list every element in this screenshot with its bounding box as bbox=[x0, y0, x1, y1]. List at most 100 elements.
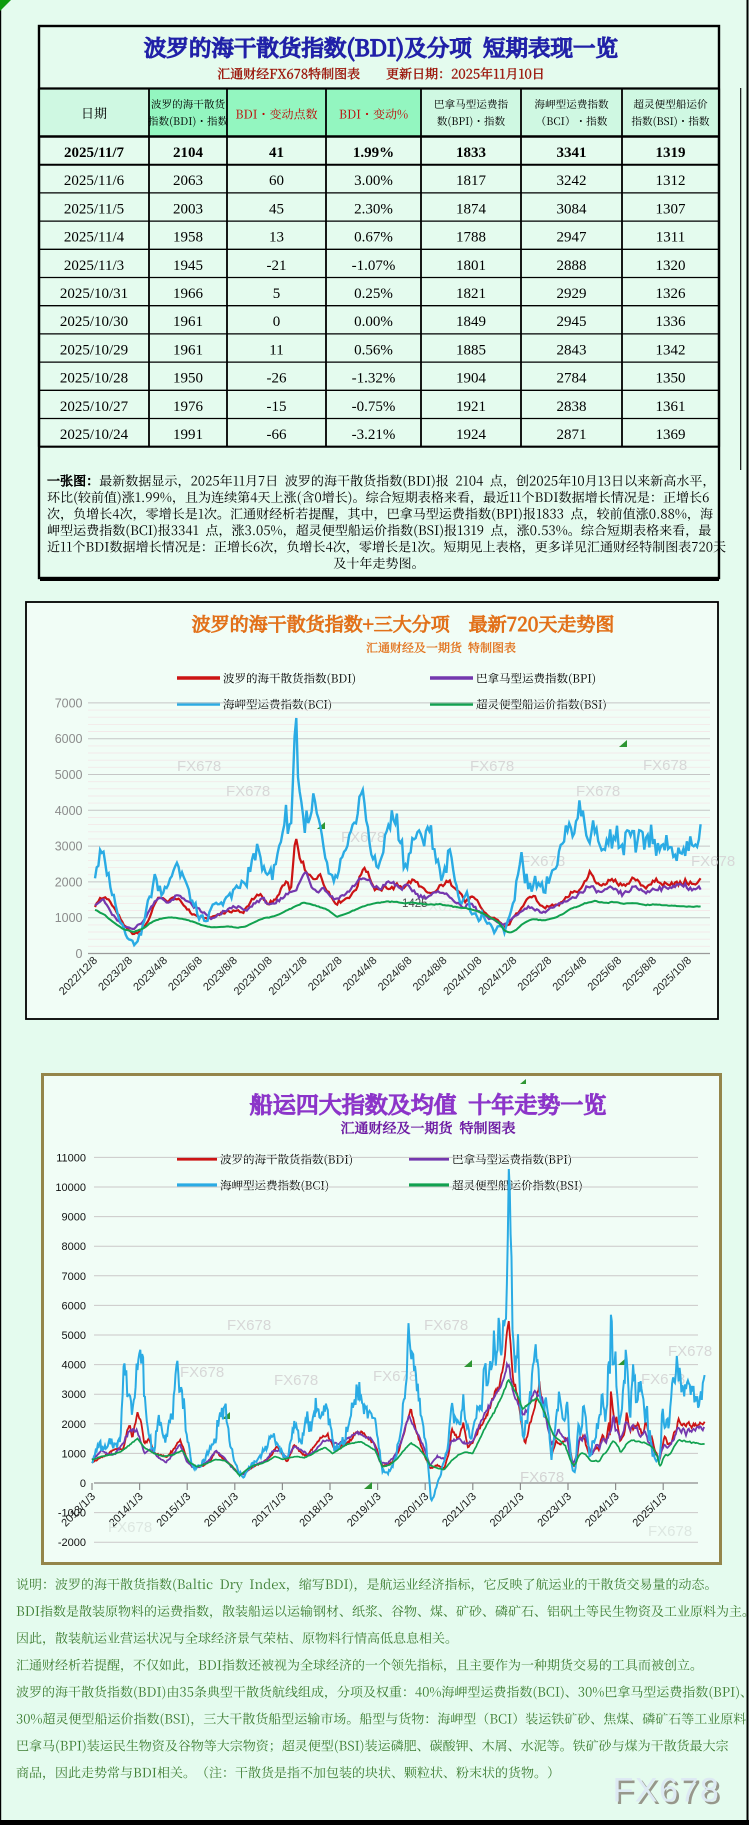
svg-text:1369: 1369 bbox=[656, 427, 686, 443]
svg-text:3.00%: 3.00% bbox=[354, 173, 393, 189]
svg-text:2063: 2063 bbox=[173, 173, 203, 189]
svg-text:1312: 1312 bbox=[656, 173, 686, 189]
svg-text:1000: 1000 bbox=[62, 1448, 86, 1460]
svg-text:FX678: FX678 bbox=[470, 758, 514, 775]
svg-text:1958: 1958 bbox=[173, 230, 203, 246]
svg-text:-66: -66 bbox=[267, 427, 287, 443]
svg-text:0: 0 bbox=[273, 314, 281, 330]
svg-text:1342: 1342 bbox=[656, 342, 686, 358]
svg-text:1885: 1885 bbox=[456, 342, 486, 358]
svg-text:1874: 1874 bbox=[456, 201, 487, 217]
svg-text:1801: 1801 bbox=[456, 258, 486, 274]
svg-text:2025/10/31: 2025/10/31 bbox=[60, 286, 128, 302]
svg-text:1821: 1821 bbox=[456, 286, 486, 302]
svg-text:FX678: FX678 bbox=[643, 757, 687, 774]
svg-text:7000: 7000 bbox=[55, 696, 83, 710]
svg-text:41: 41 bbox=[269, 145, 284, 161]
svg-text:6000: 6000 bbox=[55, 732, 83, 746]
svg-text:3000: 3000 bbox=[55, 840, 83, 854]
svg-text:2025/10/28: 2025/10/28 bbox=[60, 371, 128, 387]
svg-text:FX678: FX678 bbox=[615, 1774, 723, 1812]
svg-text:FX678: FX678 bbox=[520, 1469, 564, 1486]
svg-text:FX678: FX678 bbox=[373, 1368, 417, 1385]
svg-text:FX678: FX678 bbox=[424, 1317, 468, 1334]
svg-text:FX678: FX678 bbox=[274, 1372, 318, 1389]
svg-text:-1.32%: -1.32% bbox=[352, 371, 396, 387]
svg-text:1833: 1833 bbox=[456, 145, 486, 161]
svg-text:1924: 1924 bbox=[456, 427, 487, 443]
svg-text:1788: 1788 bbox=[456, 230, 486, 246]
svg-text:3084: 3084 bbox=[557, 201, 588, 217]
svg-text:1000: 1000 bbox=[55, 911, 83, 925]
svg-text:1849: 1849 bbox=[456, 314, 486, 330]
svg-text:4000: 4000 bbox=[55, 804, 83, 818]
svg-text:5: 5 bbox=[273, 286, 281, 302]
svg-text:1904: 1904 bbox=[456, 371, 487, 387]
svg-text:0.67%: 0.67% bbox=[354, 230, 393, 246]
svg-text:FX678: FX678 bbox=[641, 1371, 685, 1388]
svg-text:2929: 2929 bbox=[557, 286, 587, 302]
svg-text:13: 13 bbox=[269, 230, 284, 246]
svg-text:2843: 2843 bbox=[557, 342, 587, 358]
svg-text:FX678: FX678 bbox=[613, 1772, 721, 1810]
svg-text:2784: 2784 bbox=[557, 371, 588, 387]
svg-text:FX678: FX678 bbox=[341, 829, 385, 846]
svg-text:1950: 1950 bbox=[173, 371, 203, 387]
svg-text:-1000: -1000 bbox=[58, 1508, 86, 1520]
svg-text:FX678: FX678 bbox=[180, 1364, 224, 1381]
svg-text:0: 0 bbox=[80, 1478, 86, 1490]
svg-text:0.25%: 0.25% bbox=[354, 286, 393, 302]
svg-text:FX678: FX678 bbox=[177, 758, 221, 775]
svg-text:3000: 3000 bbox=[62, 1389, 86, 1401]
svg-text:2025/11/4: 2025/11/4 bbox=[64, 230, 125, 246]
svg-text:FX678: FX678 bbox=[668, 1343, 712, 1360]
svg-text:2888: 2888 bbox=[557, 258, 587, 274]
svg-text:1336: 1336 bbox=[656, 314, 687, 330]
svg-text:1320: 1320 bbox=[656, 258, 686, 274]
svg-text:11000: 11000 bbox=[56, 1152, 86, 1164]
svg-text:2947: 2947 bbox=[557, 230, 588, 246]
svg-text:-1.07%: -1.07% bbox=[352, 258, 396, 274]
svg-text:2025/10/27: 2025/10/27 bbox=[60, 399, 129, 415]
svg-text:1945: 1945 bbox=[173, 258, 203, 274]
svg-text:-3.21%: -3.21% bbox=[352, 427, 396, 443]
svg-text:-0.75%: -0.75% bbox=[352, 399, 396, 415]
svg-text:FX678: FX678 bbox=[108, 1519, 152, 1536]
svg-text:FX678: FX678 bbox=[521, 853, 565, 870]
svg-text:3242: 3242 bbox=[557, 173, 587, 189]
svg-text:2025/10/30: 2025/10/30 bbox=[60, 314, 128, 330]
svg-text:2003: 2003 bbox=[173, 201, 203, 217]
svg-text:0.00%: 0.00% bbox=[354, 314, 393, 330]
svg-text:6000: 6000 bbox=[62, 1300, 86, 1312]
svg-text:0.56%: 0.56% bbox=[354, 342, 393, 358]
svg-text:1966: 1966 bbox=[173, 286, 204, 302]
svg-text:0: 0 bbox=[76, 947, 83, 961]
svg-text:1991: 1991 bbox=[173, 427, 203, 443]
svg-text:1961: 1961 bbox=[173, 342, 203, 358]
svg-text:1326: 1326 bbox=[656, 286, 687, 302]
svg-text:1425: 1425 bbox=[402, 898, 428, 910]
svg-text:2025/10/24: 2025/10/24 bbox=[60, 427, 129, 443]
svg-text:11: 11 bbox=[269, 342, 283, 358]
svg-text:FX678: FX678 bbox=[691, 853, 735, 870]
svg-text:5000: 5000 bbox=[62, 1330, 86, 1342]
svg-text:1817: 1817 bbox=[456, 173, 487, 189]
svg-text:1361: 1361 bbox=[656, 399, 686, 415]
svg-text:2871: 2871 bbox=[557, 427, 587, 443]
svg-text:1.99%: 1.99% bbox=[353, 145, 394, 161]
svg-text:2025/11/3: 2025/11/3 bbox=[64, 258, 124, 274]
svg-text:2.30%: 2.30% bbox=[354, 201, 393, 217]
svg-text:45: 45 bbox=[269, 201, 284, 217]
svg-text:-2000: -2000 bbox=[58, 1537, 86, 1549]
svg-text:1311: 1311 bbox=[656, 230, 685, 246]
svg-text:FX678: FX678 bbox=[227, 1317, 271, 1334]
svg-text:1319: 1319 bbox=[656, 145, 686, 161]
svg-text:1961: 1961 bbox=[173, 314, 203, 330]
svg-text:-21: -21 bbox=[267, 258, 287, 274]
svg-text:2025/11/7: 2025/11/7 bbox=[64, 145, 125, 161]
svg-text:-26: -26 bbox=[267, 371, 287, 387]
svg-text:10000: 10000 bbox=[55, 1182, 86, 1194]
svg-text:1307: 1307 bbox=[656, 201, 687, 217]
svg-text:FX678: FX678 bbox=[576, 783, 620, 800]
svg-text:2025/11/5: 2025/11/5 bbox=[64, 201, 124, 217]
